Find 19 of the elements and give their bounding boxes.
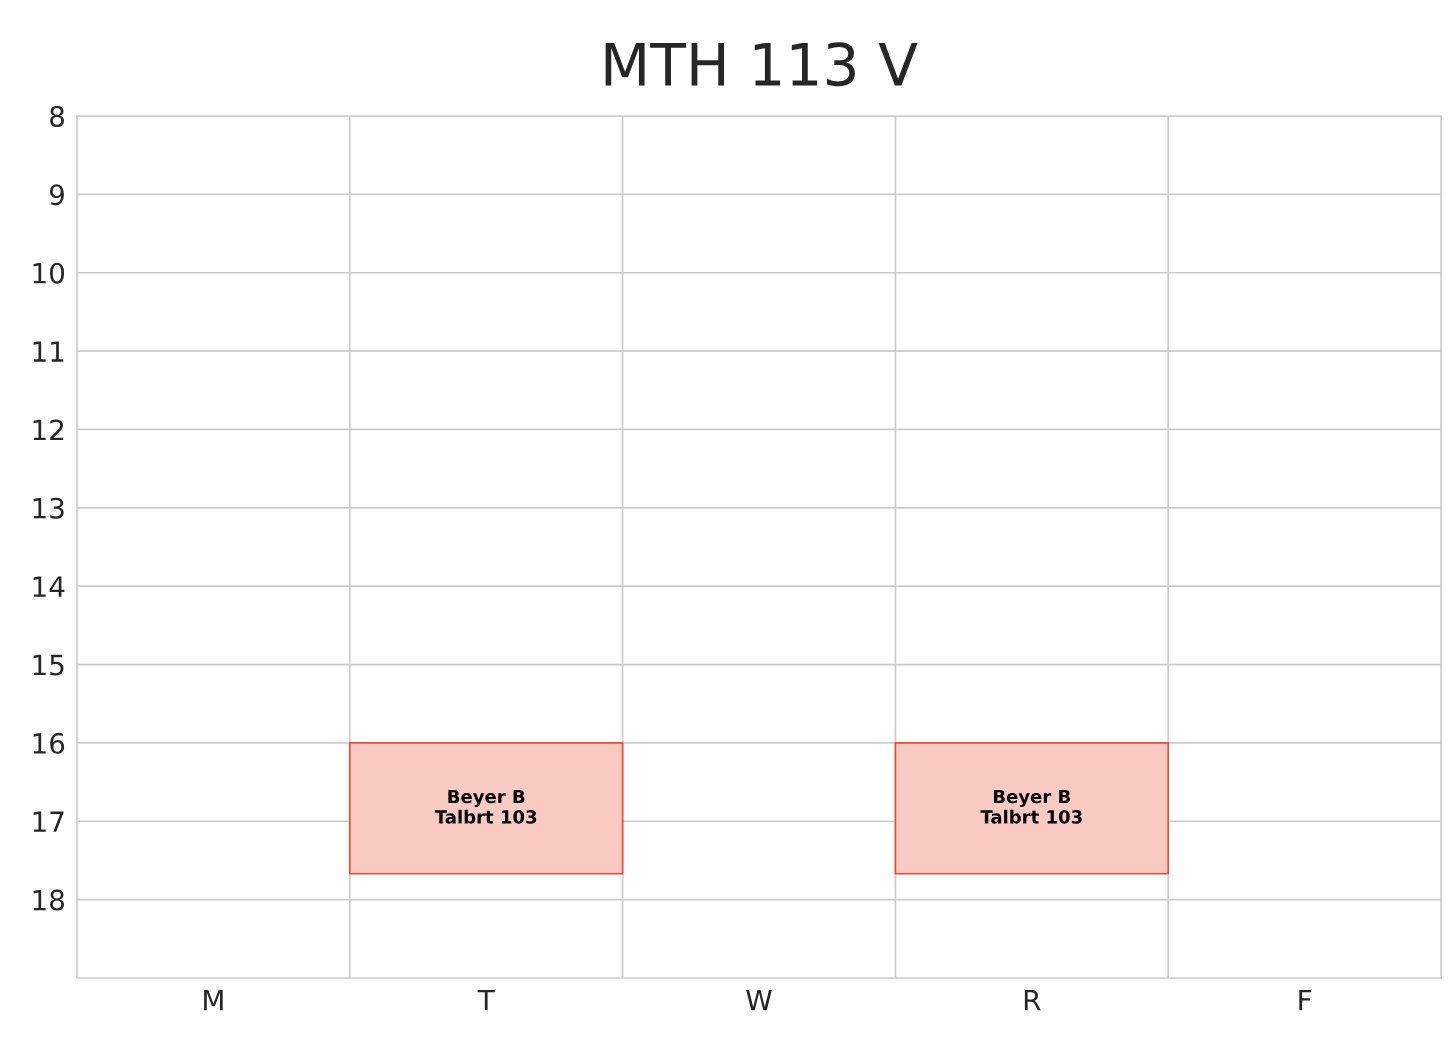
x-tick-label: T [477,989,495,1011]
y-tick-label: 15 [33,654,64,676]
x-tick-label: W [746,989,772,1011]
data-label: Beyer B Talbrt 103 [980,789,1082,824]
y-tick-label: 14 [33,576,65,597]
data-label: Beyer B Talbrt 103 [434,789,537,824]
x-tick-label: M [204,989,223,1011]
chart-title: MTH 113 V [605,42,918,87]
y-tick-label: 13 [33,497,64,519]
y-tick-label: 16 [33,732,65,754]
x-tick-label: R [1024,989,1041,1011]
y-tick-label: 12 [33,419,64,441]
y-tick-label: 10 [33,262,65,284]
y-tick-label: 18 [33,889,64,911]
y-tick-label: 11 [33,341,64,362]
y-tick-label: 17 [33,811,64,832]
y-tick-label: 9 [49,184,64,206]
y-tick-label: 8 [50,105,64,127]
x-tick-label: F [1299,989,1311,1011]
